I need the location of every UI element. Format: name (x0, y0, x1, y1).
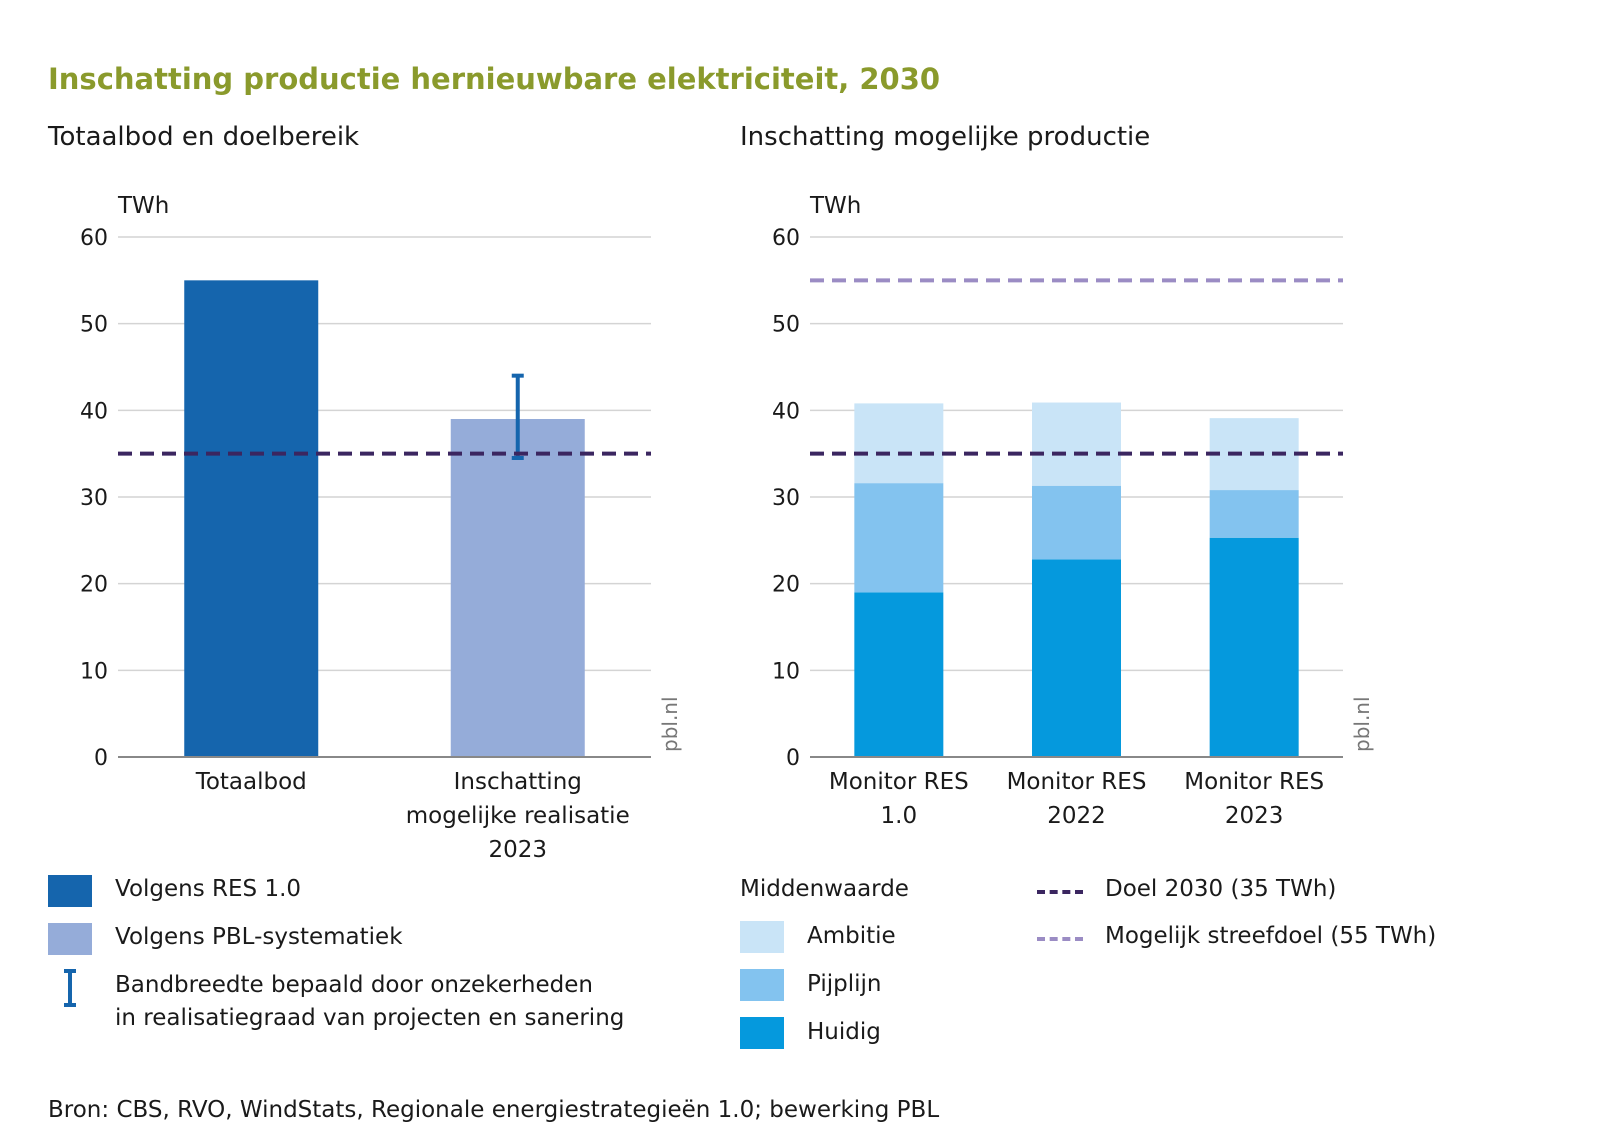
y-tick-label: 50 (772, 313, 800, 338)
left-chart-subtitle: Totaalbod en doelbereik (48, 122, 360, 152)
y-tick-label: 40 (772, 399, 800, 424)
legend-swatch-huidig (740, 1017, 784, 1049)
bar-pijplijn (854, 483, 944, 593)
legend-line-doel (1037, 890, 1083, 894)
x-category-label: Monitor RES (1007, 769, 1147, 795)
y-tick-label: 20 (80, 573, 108, 598)
y-tick-label: 20 (772, 573, 800, 598)
y-tick-label: 60 (80, 226, 108, 251)
watermark: pbl.nl (658, 696, 682, 752)
x-category-label: Monitor RES (1184, 769, 1324, 795)
x-category-label: Monitor RES (829, 769, 969, 795)
bar-ambitie (1032, 402, 1121, 486)
x-category-label: Inschatting (454, 769, 582, 795)
legend-label-streefdoel: Mogelijk streefdoel (55 TWh) (1105, 923, 1437, 949)
legend-label-doel: Doel 2030 (35 TWh) (1105, 876, 1337, 902)
x-category-label: mogelijke realisatie (406, 803, 630, 829)
legend-label-huidig: Huidig (807, 1019, 881, 1045)
y-tick-label: 30 (772, 486, 800, 511)
legend-label-ambitie: Ambitie (807, 923, 896, 949)
legend-label-errorbar-line2: in realisatiegraad van projecten en sane… (115, 1005, 625, 1031)
bar-huidig (854, 592, 944, 757)
legend-swatch-pbl (48, 923, 92, 955)
y-axis-unit: TWh (117, 193, 169, 219)
legend-label-res: Volgens RES 1.0 (115, 876, 302, 902)
y-tick-label: 60 (772, 226, 800, 251)
x-category-label: 2023 (1225, 803, 1284, 829)
bar-totaalbod (184, 280, 319, 757)
bar-ambitie (854, 403, 944, 484)
legend-label-errorbar-line1: Bandbreedte bepaald door onzekerheden (115, 972, 593, 998)
y-tick-label: 10 (772, 659, 800, 684)
legend-swatch-res (48, 875, 92, 907)
legend-label-pijplijn: Pijplijn (807, 971, 882, 997)
legend-title-middenwaarde: Middenwaarde (740, 876, 909, 902)
legend-swatch-ambitie (740, 921, 784, 953)
y-axis-unit: TWh (809, 193, 861, 219)
chart-title: Inschatting productie hernieuwbare elekt… (48, 62, 941, 96)
bar-inschatting (450, 419, 585, 757)
x-category-label: 2023 (488, 837, 547, 863)
x-category-label: 2022 (1047, 803, 1106, 829)
x-category-label: Totaalbod (195, 769, 307, 795)
y-tick-label: 0 (786, 746, 800, 771)
legend-swatch-pijplijn (740, 969, 784, 1001)
legend-line-streefdoel (1037, 937, 1083, 941)
y-tick-label: 0 (94, 746, 108, 771)
bar-pijplijn (1209, 490, 1299, 538)
y-tick-label: 10 (80, 659, 108, 684)
y-tick-label: 40 (80, 399, 108, 424)
right-chart-subtitle: Inschatting mogelijke productie (740, 122, 1151, 152)
watermark: pbl.nl (1350, 696, 1374, 752)
y-tick-label: 30 (80, 486, 108, 511)
source-note: Bron: CBS, RVO, WindStats, Regionale ene… (48, 1097, 940, 1123)
x-category-label: 1.0 (881, 803, 918, 829)
legend-errorbar-icon (64, 969, 76, 1007)
y-tick-label: 50 (80, 313, 108, 338)
bar-huidig (1032, 559, 1121, 757)
bar-pijplijn (1032, 485, 1121, 560)
legend-label-pbl: Volgens PBL-systematiek (115, 924, 403, 950)
bar-huidig (1209, 537, 1299, 757)
